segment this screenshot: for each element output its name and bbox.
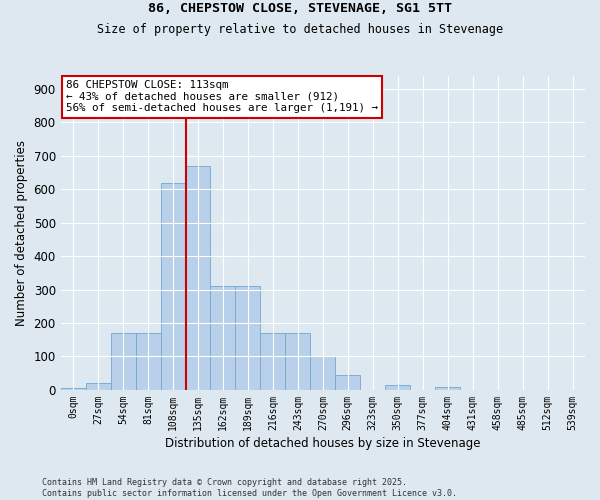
- Text: Contains HM Land Registry data © Crown copyright and database right 2025.
Contai: Contains HM Land Registry data © Crown c…: [42, 478, 457, 498]
- Bar: [335, 375, 360, 390]
- Bar: [310, 356, 335, 390]
- Text: 86, CHEPSTOW CLOSE, STEVENAGE, SG1 5TT: 86, CHEPSTOW CLOSE, STEVENAGE, SG1 5TT: [148, 2, 452, 16]
- Bar: [61, 388, 86, 390]
- Bar: [110, 333, 136, 390]
- Bar: [86, 384, 110, 390]
- X-axis label: Distribution of detached houses by size in Stevenage: Distribution of detached houses by size …: [165, 437, 481, 450]
- Bar: [260, 333, 286, 390]
- Bar: [385, 385, 410, 390]
- Bar: [136, 333, 161, 390]
- Bar: [435, 386, 460, 390]
- Bar: [286, 333, 310, 390]
- Bar: [235, 286, 260, 390]
- Bar: [161, 182, 185, 390]
- Bar: [185, 166, 211, 390]
- Text: 86 CHEPSTOW CLOSE: 113sqm
← 43% of detached houses are smaller (912)
56% of semi: 86 CHEPSTOW CLOSE: 113sqm ← 43% of detac…: [66, 80, 378, 114]
- Text: Size of property relative to detached houses in Stevenage: Size of property relative to detached ho…: [97, 22, 503, 36]
- Y-axis label: Number of detached properties: Number of detached properties: [15, 140, 28, 326]
- Bar: [211, 286, 235, 390]
